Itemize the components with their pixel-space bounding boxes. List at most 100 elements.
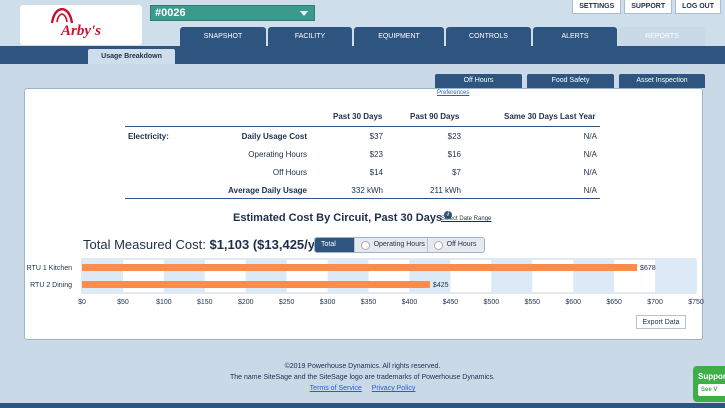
row-label: Off Hours bbox=[272, 168, 307, 177]
toggle-off-label: Off Hours bbox=[446, 241, 477, 248]
col-header-90: Past 90 Days bbox=[410, 112, 460, 121]
toggle-off-hours[interactable]: Off Hours bbox=[427, 238, 484, 252]
support-widget[interactable]: Suppor See V bbox=[693, 366, 725, 402]
export-data-button[interactable]: Export Data bbox=[636, 315, 686, 329]
category-label: RTU 2 Dining bbox=[30, 282, 72, 289]
tick-label: $250 bbox=[279, 299, 295, 306]
radio-icon bbox=[360, 240, 370, 250]
tab-equipment[interactable]: EQUIPMENT bbox=[354, 27, 444, 46]
sub-nav: Usage Breakdown bbox=[0, 46, 725, 64]
bar bbox=[82, 281, 430, 288]
report-panel bbox=[24, 88, 703, 340]
arby-hat-icon bbox=[50, 8, 74, 24]
preferences-link[interactable]: Preferences bbox=[437, 90, 470, 96]
table-bottom-divider bbox=[125, 198, 600, 199]
cell-value: $37 bbox=[369, 132, 383, 141]
grid-band bbox=[655, 259, 696, 293]
chevron-down-icon bbox=[300, 11, 308, 16]
cell-value: N/A bbox=[583, 150, 597, 159]
logo[interactable]: Arby's bbox=[20, 5, 142, 45]
tick-label: $400 bbox=[402, 299, 418, 306]
section-label: Electricity: bbox=[128, 132, 169, 141]
bottom-strip bbox=[0, 403, 725, 408]
cell-value: $23 bbox=[369, 150, 383, 159]
data-label: $425 bbox=[433, 282, 449, 289]
tab-snapshot[interactable]: SNAPSHOT bbox=[180, 27, 266, 46]
toggle-total-label: Total bbox=[321, 241, 336, 248]
tick-label: $600 bbox=[565, 299, 581, 306]
terms-link[interactable]: Terms of Service bbox=[309, 385, 362, 392]
tick-label: $350 bbox=[361, 299, 377, 306]
top-bar: Arby's #0026 SETTINGS SUPPORT LOG OUT SN… bbox=[0, 0, 725, 47]
col-header-30: Past 30 Days bbox=[333, 112, 383, 121]
tab-controls[interactable]: CONTROLS bbox=[446, 27, 531, 46]
row-label: Daily Usage Cost bbox=[241, 132, 307, 141]
circuit-cost-chart: RTU 1 Kitchen $678 RTU 2 Dining $425 $0 $50 $1… bbox=[27, 258, 704, 306]
tick-label: $200 bbox=[238, 299, 254, 306]
cell-value: 211 kWh bbox=[430, 186, 461, 195]
food-safety-button[interactable]: Food Safety bbox=[527, 74, 614, 88]
toggle-operating-label: Operating Hours bbox=[373, 241, 425, 248]
trademark-text: The name SiteSage and the SiteSage logo … bbox=[230, 374, 495, 381]
row-label: Average Daily Usage bbox=[228, 186, 307, 195]
table-row: Electricity: Daily Usage Cost $37 $23 N/… bbox=[125, 128, 600, 146]
cost-mode-toggle: Total Operating Hours Off Hours bbox=[314, 237, 485, 253]
settings-link[interactable]: SETTINGS bbox=[572, 0, 622, 14]
subtab-usage-breakdown[interactable]: Usage Breakdown bbox=[88, 49, 175, 64]
measured-label: Total Measured Cost: bbox=[83, 237, 206, 252]
table-row: Operating Hours $23 $16 N/A bbox=[125, 146, 600, 164]
table-row: Average Daily Usage 332 kWh 211 kWh N/A bbox=[125, 182, 600, 200]
tick-label: $700 bbox=[647, 299, 663, 306]
tick-label: $150 bbox=[197, 299, 213, 306]
support-widget-label: Suppor bbox=[698, 372, 725, 381]
cell-value: N/A bbox=[583, 186, 597, 195]
cell-value: N/A bbox=[583, 168, 597, 177]
usage-header-row: Past 30 Days Past 90 Days Same 30 Days L… bbox=[125, 108, 600, 126]
tick-label: $300 bbox=[320, 299, 336, 306]
select-date-range-link[interactable]: Select Date Range bbox=[441, 216, 492, 222]
radio-icon bbox=[433, 240, 443, 250]
off-hours-button[interactable]: Off Hours bbox=[435, 74, 522, 88]
row-label: Operating Hours bbox=[248, 150, 307, 159]
circuit-title-text: Estimated Cost By Circuit, Past 30 Days bbox=[233, 212, 443, 224]
privacy-link[interactable]: Privacy Policy bbox=[371, 385, 416, 392]
tick-label: $500 bbox=[484, 299, 500, 306]
tick-label: $50 bbox=[117, 299, 129, 306]
logo-text: Arby's bbox=[60, 23, 101, 39]
support-see-button[interactable]: See V bbox=[698, 384, 725, 396]
tick-label: $650 bbox=[606, 299, 622, 306]
total-measured-cost: Total Measured Cost: $1,103 ($13,425/yr) bbox=[83, 237, 324, 252]
tick-label: $750 bbox=[688, 299, 704, 306]
toggle-total[interactable]: Total bbox=[315, 238, 355, 252]
support-link[interactable]: SUPPORT bbox=[624, 0, 673, 14]
data-label: $678 bbox=[640, 265, 656, 272]
table-row: Off Hours $14 $7 N/A bbox=[125, 164, 600, 182]
col-header-last-year: Same 30 Days Last Year bbox=[504, 112, 596, 121]
measured-value: $1,103 ($13,425/yr) bbox=[209, 237, 325, 252]
asset-inspection-button[interactable]: Asset Inspection bbox=[619, 74, 705, 88]
tick-label: $450 bbox=[443, 299, 459, 306]
usage-table: Past 30 Days Past 90 Days Same 30 Days L… bbox=[125, 108, 600, 200]
site-selector-value: #0026 bbox=[155, 7, 186, 19]
cell-value: N/A bbox=[583, 132, 597, 141]
info-icon[interactable]: i bbox=[444, 211, 453, 219]
tick-label: $550 bbox=[524, 299, 540, 306]
tab-reports[interactable]: REPORTS bbox=[619, 27, 705, 46]
logout-link[interactable]: LOG OUT bbox=[675, 0, 721, 14]
top-links: SETTINGS SUPPORT LOG OUT bbox=[572, 0, 721, 14]
tab-alerts[interactable]: ALERTS bbox=[533, 27, 617, 46]
header-divider bbox=[125, 126, 600, 127]
cell-value: $14 bbox=[369, 168, 383, 177]
tick-label: $100 bbox=[156, 299, 172, 306]
tab-facility[interactable]: FACILITY bbox=[268, 27, 352, 46]
cell-value: $16 bbox=[447, 150, 461, 159]
cell-value: $7 bbox=[452, 168, 461, 177]
bar bbox=[82, 264, 638, 271]
copyright-text: ©2019 Powerhouse Dynamics. All rights re… bbox=[284, 363, 441, 370]
toggle-operating-hours[interactable]: Operating Hours bbox=[354, 238, 428, 252]
footer: ©2019 Powerhouse Dynamics. All rights re… bbox=[0, 361, 725, 394]
main-tabs: SNAPSHOT FACILITY EQUIPMENT CONTROLS ALE… bbox=[180, 27, 707, 46]
circuit-title: Estimated Cost By Circuit, Past 30 Days i bbox=[233, 211, 453, 224]
category-label: RTU 1 Kitchen bbox=[27, 265, 72, 272]
site-selector[interactable]: #0026 bbox=[150, 5, 315, 21]
